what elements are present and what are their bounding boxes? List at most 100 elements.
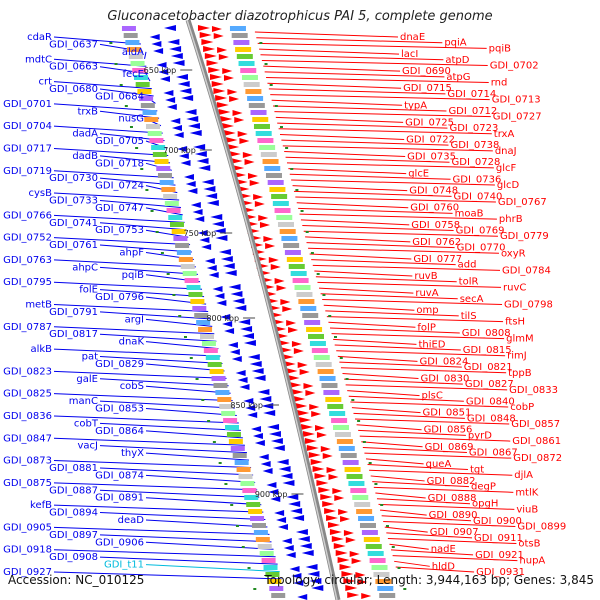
cog-category-box	[241, 75, 258, 80]
reverse-gene-arrow	[185, 181, 196, 187]
gene-connector-line	[325, 310, 459, 317]
gene-label: moaB	[455, 208, 484, 219]
cog-category-box	[232, 453, 247, 458]
reverse-gene-arrow	[196, 158, 209, 164]
forward-gene-arrow	[249, 180, 260, 186]
gene-label: GDI_0840	[466, 396, 515, 407]
cog-category-box	[231, 33, 248, 38]
gene-connector-line	[298, 207, 453, 214]
cog-category-box	[133, 75, 148, 80]
gene-connector-line	[266, 77, 489, 84]
gene-label: thyX	[121, 448, 144, 459]
gene-label: GDI_0853	[95, 404, 144, 415]
gene-connector-line	[387, 538, 517, 545]
gene-connector-line	[257, 42, 487, 49]
forward-gene-arrow	[312, 466, 325, 472]
gene-label: vacJ	[78, 441, 99, 452]
cog-category-box	[128, 54, 143, 59]
reverse-gene-arrow	[242, 333, 254, 339]
cog-category-box	[188, 292, 203, 297]
reverse-gene-arrow	[280, 473, 293, 479]
cog-category-box	[290, 271, 307, 276]
gene-label: deaD	[118, 515, 145, 526]
reverse-gene-arrow	[178, 153, 189, 159]
cog-category-box	[269, 586, 284, 591]
forward-gene-arrow	[297, 362, 308, 368]
reverse-gene-arrow	[189, 130, 202, 136]
ring-marker	[300, 210, 304, 212]
gene-label: opgH	[472, 499, 498, 510]
ring-marker	[230, 504, 234, 506]
cog-category-box	[267, 180, 284, 185]
cog-category-box	[319, 376, 336, 381]
reverse-gene-arrow	[230, 291, 243, 297]
ring-marker	[124, 105, 128, 107]
cog-category-box	[321, 383, 338, 388]
gene-connector-line	[317, 281, 502, 288]
cog-category-box	[304, 320, 321, 325]
reverse-gene-arrow	[272, 445, 285, 451]
cog-category-box	[363, 537, 380, 542]
gene-label: ruvA	[415, 288, 438, 299]
reverse-gene-arrow	[251, 368, 264, 374]
gene-label: pyrD	[468, 430, 492, 441]
reverse-gene-arrow	[239, 384, 250, 390]
cog-category-box	[169, 222, 184, 227]
gene-connector-line	[342, 372, 419, 379]
reverse-gene-arrow	[163, 90, 174, 96]
reverse-gene-arrow	[288, 501, 301, 507]
forward-gene-arrow	[345, 537, 356, 543]
reverse-gene-arrow	[214, 293, 225, 299]
gene-connector-line	[53, 103, 158, 112]
forward-gene-arrow	[244, 159, 255, 165]
gene-label: GDI_0808	[462, 328, 511, 339]
reverse-gene-arrow	[165, 97, 176, 103]
gene-label: GDI_0829	[95, 359, 144, 370]
cog-category-box	[157, 173, 172, 178]
reverse-gene-arrow	[286, 494, 299, 500]
ring-marker	[345, 378, 349, 380]
cog-category-box	[367, 551, 384, 556]
backbone-highlight	[186, 19, 338, 600]
ring-marker	[184, 336, 187, 338]
gene-label: GDI_0762	[412, 237, 461, 248]
gene-label: GDI_0791	[49, 307, 98, 318]
gene-label: GDI_0784	[502, 265, 551, 276]
reverse-gene-arrow	[268, 489, 279, 495]
forward-gene-arrow	[311, 411, 322, 417]
gene-label: GDI_0825	[3, 389, 52, 400]
gene-connector-line	[145, 497, 262, 506]
gene-connector-line	[145, 430, 243, 439]
gene-label: viuB	[516, 504, 538, 515]
gene-label: nusG	[118, 114, 144, 125]
ring-marker	[195, 378, 199, 380]
gene-connector-line	[270, 94, 490, 101]
reverse-gene-arrow	[169, 46, 182, 52]
gene-label: thiED	[418, 339, 445, 350]
gene-connector-line	[145, 564, 280, 573]
gene-connector-line	[282, 145, 493, 152]
cog-category-box	[144, 117, 159, 122]
gene-connector-line	[53, 348, 221, 357]
forward-gene-arrow	[211, 81, 224, 87]
cog-category-box	[338, 446, 355, 451]
reverse-gene-arrow	[257, 389, 270, 395]
gene-label: GDI_0752	[3, 233, 52, 244]
gene-label: GDI_0753	[95, 225, 144, 236]
cog-category-box	[247, 96, 264, 101]
gene-connector-line	[390, 549, 474, 556]
cog-category-box	[209, 369, 224, 374]
reverse-gene-arrow	[243, 340, 256, 346]
gene-label: GDI_0897	[49, 530, 98, 541]
gene-label: djlA	[514, 470, 533, 481]
gene-connector-line	[344, 378, 463, 385]
cog-category-box	[127, 47, 142, 52]
forward-gene-arrow	[274, 278, 285, 284]
gene-label: GDI_0830	[420, 373, 469, 384]
gene-label: GDI_0836	[3, 411, 52, 422]
ring-marker	[264, 63, 268, 65]
gene-label: add	[458, 260, 477, 271]
reverse-gene-arrow	[206, 200, 219, 206]
forward-gene-arrow	[341, 571, 354, 577]
reverse-gene-arrow	[172, 60, 185, 66]
